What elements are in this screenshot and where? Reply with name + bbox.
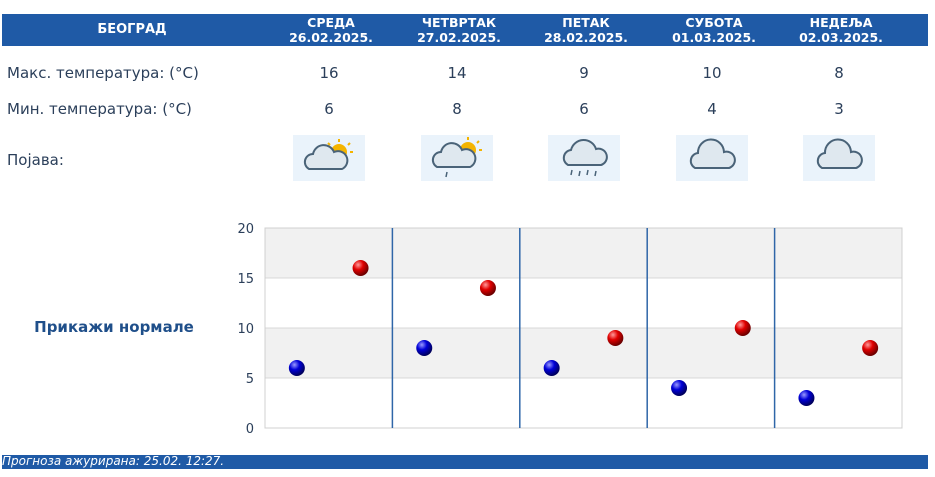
chart-band [265,228,902,278]
day-column-2: ПЕТАК 28.02.2025. [522,15,650,45]
chart-min-point [543,360,560,376]
chart-y-tick-label: 5 [246,372,254,387]
day-date: 01.03.2025. [672,30,756,45]
max-temp-value: 10 [702,64,722,82]
day-date: 28.02.2025. [544,30,628,45]
day-name: НЕДЕЉА [809,15,873,30]
chart-y-tick-label: 10 [237,322,254,337]
cloud-icon [676,135,748,181]
chart-min-point [416,340,433,356]
day-column-1: ЧЕТВРТАК 27.02.2025. [395,15,523,45]
chart-plot-border [264,227,903,429]
day-date: 02.03.2025. [799,30,883,45]
min-temp-value: 8 [452,100,462,118]
partly-cloudy-sun-icon [293,135,365,181]
chart-min-point [288,360,305,376]
max-temp-value: 8 [834,64,844,82]
max-temp-value: 16 [319,64,339,82]
min-temp-value: 3 [834,100,844,118]
day-name: ЧЕТВРТАК [421,15,497,30]
day-name: СРЕДА [307,15,355,30]
chart-band [265,378,902,428]
chart-max-point [479,280,496,296]
city-name: БЕОГРАД [97,22,167,37]
chart-max-point [734,320,751,336]
day-column-4: НЕДЕЉА 02.03.2025. [777,15,905,45]
day-name: СУБОТА [685,15,743,30]
phenomenon-label: Појава: [7,151,64,169]
max-temp-value: 9 [579,64,589,82]
day-column-3: СУБОТА 01.03.2025. [650,15,778,45]
min-temp-value: 6 [579,100,589,118]
day-name: ПЕТАК [562,15,610,30]
chart-max-point [352,260,369,276]
day-date: 26.02.2025. [289,30,373,45]
cloud-rain-icon [548,135,620,181]
forecast-updated: Прогноза ажурирана: 25.02. 12:27. [2,455,928,469]
chart-band [265,328,902,378]
chart-y-tick-label: 20 [237,222,254,237]
chart-y-tick-label: 0 [246,422,254,437]
day-date: 27.02.2025. [417,30,501,45]
max-temp-label: Макс. температура: (°C) [7,64,199,82]
chart-min-point [671,380,688,396]
chart-max-point [862,340,879,356]
cloud-icon [803,135,875,181]
chart-y-tick-label: 15 [237,272,254,287]
chart-max-point [607,330,624,346]
temperature-chart: 20 15 10 5 0 [237,222,903,437]
chart-band [265,278,902,328]
show-normals-link[interactable]: Прикажи нормале [34,318,194,336]
min-temp-value: 6 [324,100,334,118]
max-temp-value: 14 [447,64,467,82]
min-temp-value: 4 [707,100,717,118]
chart-min-point [798,390,815,406]
day-column-0: СРЕДА 26.02.2025. [267,15,395,45]
min-temp-label: Мин. температура: (°C) [7,100,192,118]
forecast-header: БЕОГРАД СРЕДА 26.02.2025. ЧЕТВРТАК 27.02… [2,14,928,46]
partly-cloudy-sun-light-rain-icon [421,135,493,181]
